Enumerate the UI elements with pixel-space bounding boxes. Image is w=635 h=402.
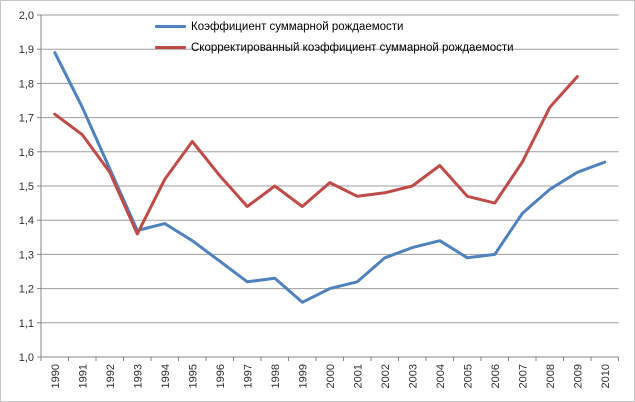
legend-item-tfr: Коэффициент суммарной рождаемости — [155, 17, 514, 36]
series-line-0 — [53, 51, 607, 304]
x-tick-label: 2005 — [462, 364, 474, 388]
x-tick-label: 1999 — [297, 364, 309, 388]
x-tick-label: 1990 — [50, 364, 62, 388]
y-tick-label: 1,4 — [19, 215, 34, 227]
x-tick-label: 1992 — [105, 364, 117, 388]
series-line-1 — [53, 75, 579, 236]
y-tick-label: 1,5 — [19, 181, 34, 193]
x-tick-label: 2006 — [490, 364, 502, 388]
legend-line-blue — [155, 25, 186, 28]
y-tick-label: 1,1 — [19, 318, 34, 330]
x-tick-label: 1996 — [215, 364, 227, 388]
x-tick-label: 2003 — [407, 364, 419, 388]
x-tick-label: 2004 — [435, 364, 447, 388]
y-tick-label: 1,9 — [19, 44, 34, 56]
y-tick-label: 1,6 — [19, 147, 34, 159]
y-tick-label: 2,0 — [19, 10, 34, 22]
legend-item-adjusted-tfr: Скорректированный коэффициент суммарной … — [155, 38, 514, 57]
x-tick-label: 1993 — [132, 364, 144, 388]
x-tick-label: 2009 — [572, 364, 584, 388]
x-tick-label: 1998 — [270, 364, 282, 388]
x-tick-label: 1991 — [77, 364, 89, 388]
legend-label-adjusted-tfr: Скорректированный коэффициент суммарной … — [191, 41, 514, 54]
x-tick-label: 2000 — [325, 364, 337, 388]
x-tick-label: 2002 — [380, 364, 392, 388]
legend-label-tfr: Коэффициент суммарной рождаемости — [191, 20, 404, 33]
y-tick-label: 1,7 — [19, 113, 34, 125]
x-tick-label: 2010 — [600, 364, 612, 388]
y-tick-label: 1,8 — [19, 78, 34, 90]
x-tick-label: 2001 — [352, 364, 364, 388]
y-tick-label: 1,0 — [19, 352, 34, 364]
legend: Коэффициент суммарной рождаемости Скорре… — [155, 17, 514, 57]
legend-line-red — [155, 46, 186, 49]
x-tick-label: 2008 — [545, 364, 557, 388]
y-tick-label: 1,3 — [19, 249, 34, 261]
y-tick-label: 1,2 — [19, 284, 34, 296]
x-tick-label: 2007 — [517, 364, 529, 388]
x-tick-label: 1997 — [242, 364, 254, 388]
x-tick-label: 1994 — [160, 364, 172, 388]
x-tick-label: 1995 — [187, 364, 199, 388]
